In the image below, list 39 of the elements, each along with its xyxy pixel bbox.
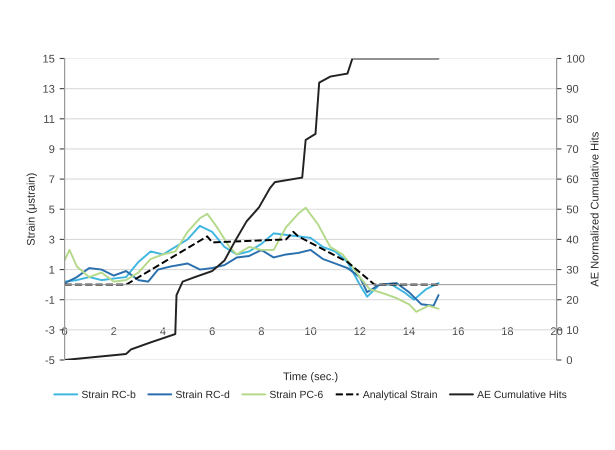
- line-series: [64, 224, 440, 301]
- line-series: [64, 206, 440, 313]
- x-tick-label: 18: [502, 327, 514, 336]
- y-tick-label: -5: [45, 356, 54, 364]
- x-tick-label: 2: [111, 327, 116, 336]
- legend-label: Strain PC-6: [270, 390, 323, 398]
- legend-label: Strain RC-b: [82, 390, 136, 398]
- x-axis-title: Time (sec.): [283, 372, 338, 382]
- legend-label: Strain RC-d: [176, 390, 230, 398]
- y2-axis-title: AE Normalized Cumulative Hits: [590, 132, 599, 287]
- y2-tick-label: 90: [566, 84, 578, 93]
- y2-tick-label: 60: [566, 175, 578, 184]
- y-tick-label: 9: [49, 145, 54, 154]
- y2-tick-label: 40: [566, 236, 578, 244]
- y2-tick-label: 70: [566, 145, 578, 154]
- y2-tick-label: 0: [566, 356, 572, 364]
- legend-label: AE Cumulative Hits: [477, 390, 566, 398]
- y-tick-label: 5: [49, 206, 54, 214]
- x-tick-label: 12: [354, 327, 366, 336]
- y-tick-label: 3: [49, 236, 54, 244]
- y2-tick-label: 20: [566, 296, 578, 304]
- y-tick-label: 11: [44, 115, 54, 123]
- x-tick-label: 20: [550, 327, 562, 336]
- x-tick-label: 6: [210, 327, 215, 336]
- y2-tick-label: 100: [567, 54, 584, 63]
- legend-label: Analytical Strain: [362, 390, 437, 400]
- y2-tick-label: 30: [566, 266, 578, 274]
- y-axis-title: Strain (μstrain): [26, 173, 37, 246]
- y-tick-label: -3: [45, 326, 54, 334]
- y-tick-label: 13: [43, 84, 54, 93]
- y2-tick-label: 50: [566, 206, 578, 214]
- line-series: [64, 248, 440, 307]
- y-tick-label: 15: [43, 54, 54, 63]
- y2-tick-label: 80: [566, 115, 578, 123]
- y-tick-label: 7: [49, 175, 54, 184]
- y-tick-label: -1: [45, 296, 54, 304]
- x-tick-label: 16: [452, 327, 464, 336]
- y-tick-label: 1: [50, 266, 54, 274]
- line-series: [64, 230, 440, 286]
